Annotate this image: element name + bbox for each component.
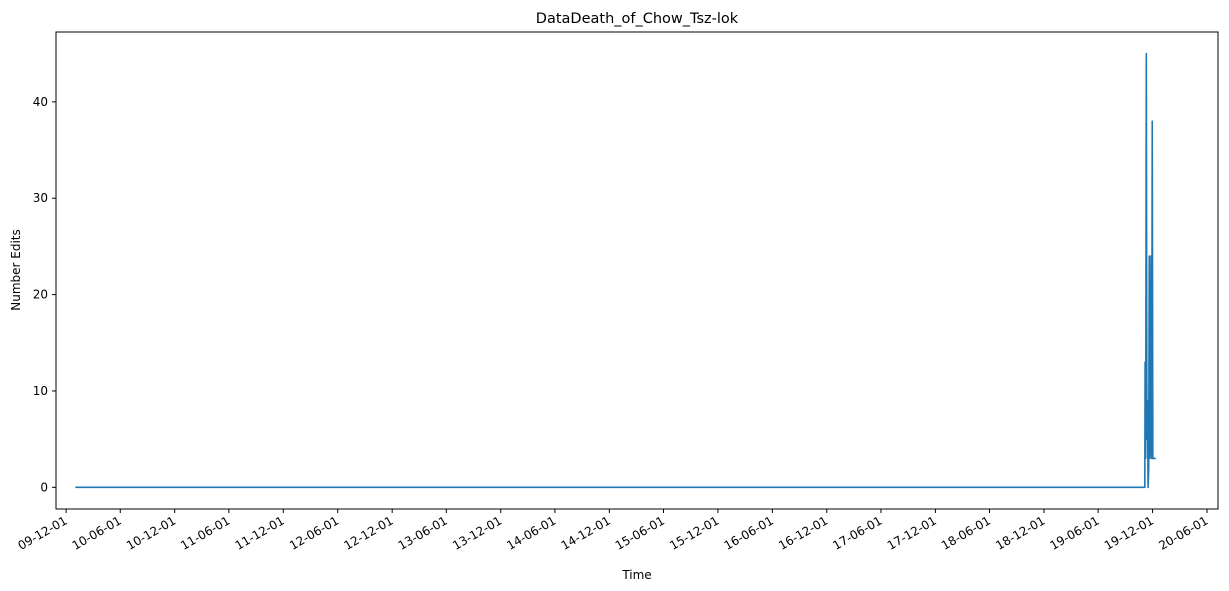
series-line	[75, 52, 1157, 489]
x-axis: 09-12-01 10-06-01 10-12-01 11-06-01 11-12-01…	[15, 509, 1210, 553]
x-tick-label: 13-06-01	[396, 513, 450, 552]
x-tick-label: 14-06-01	[504, 513, 558, 552]
x-tick-label: 19-12-01	[1102, 513, 1156, 552]
y-axis: 0 10 20 30 40	[33, 95, 56, 494]
x-tick-label: 11-12-01	[233, 513, 287, 552]
x-tick-label: 15-12-01	[667, 513, 721, 552]
x-axis-label: Time	[621, 568, 651, 582]
x-tick-label: 10-06-01	[70, 513, 124, 552]
x-tick-label: 19-06-01	[1047, 513, 1101, 552]
x-tick-label: 14-12-01	[559, 513, 613, 552]
x-tick-label: 11-06-01	[178, 513, 232, 552]
x-tick-label: 20-06-01	[1156, 513, 1210, 552]
y-tick-label: 0	[40, 480, 48, 494]
x-tick-label: 16-12-01	[776, 513, 830, 552]
y-tick-label: 20	[33, 288, 48, 302]
y-tick-label: 10	[33, 384, 48, 398]
x-tick-label: 12-12-01	[341, 513, 395, 552]
x-tick-label: 17-06-01	[830, 513, 884, 552]
x-tick-label: 17-12-01	[885, 513, 939, 552]
y-axis-label: Number Edits	[9, 229, 23, 311]
x-tick-label: 09-12-01	[15, 513, 69, 552]
chart-title: DataDeath_of_Chow_Tsz-lok	[536, 11, 739, 27]
x-tick-label: 18-12-01	[993, 513, 1047, 552]
y-tick-label: 40	[33, 95, 48, 109]
y-tick-label: 30	[33, 191, 48, 205]
plot-area	[75, 52, 1157, 489]
x-tick-label: 10-12-01	[124, 513, 178, 552]
x-tick-label: 13-12-01	[450, 513, 504, 552]
axes-frame	[55, 31, 1219, 510]
x-tick-label: 16-06-01	[722, 513, 776, 552]
x-tick-label: 18-06-01	[939, 513, 993, 552]
x-tick-label: 15-06-01	[613, 513, 667, 552]
x-tick-label: 12-06-01	[287, 513, 341, 552]
